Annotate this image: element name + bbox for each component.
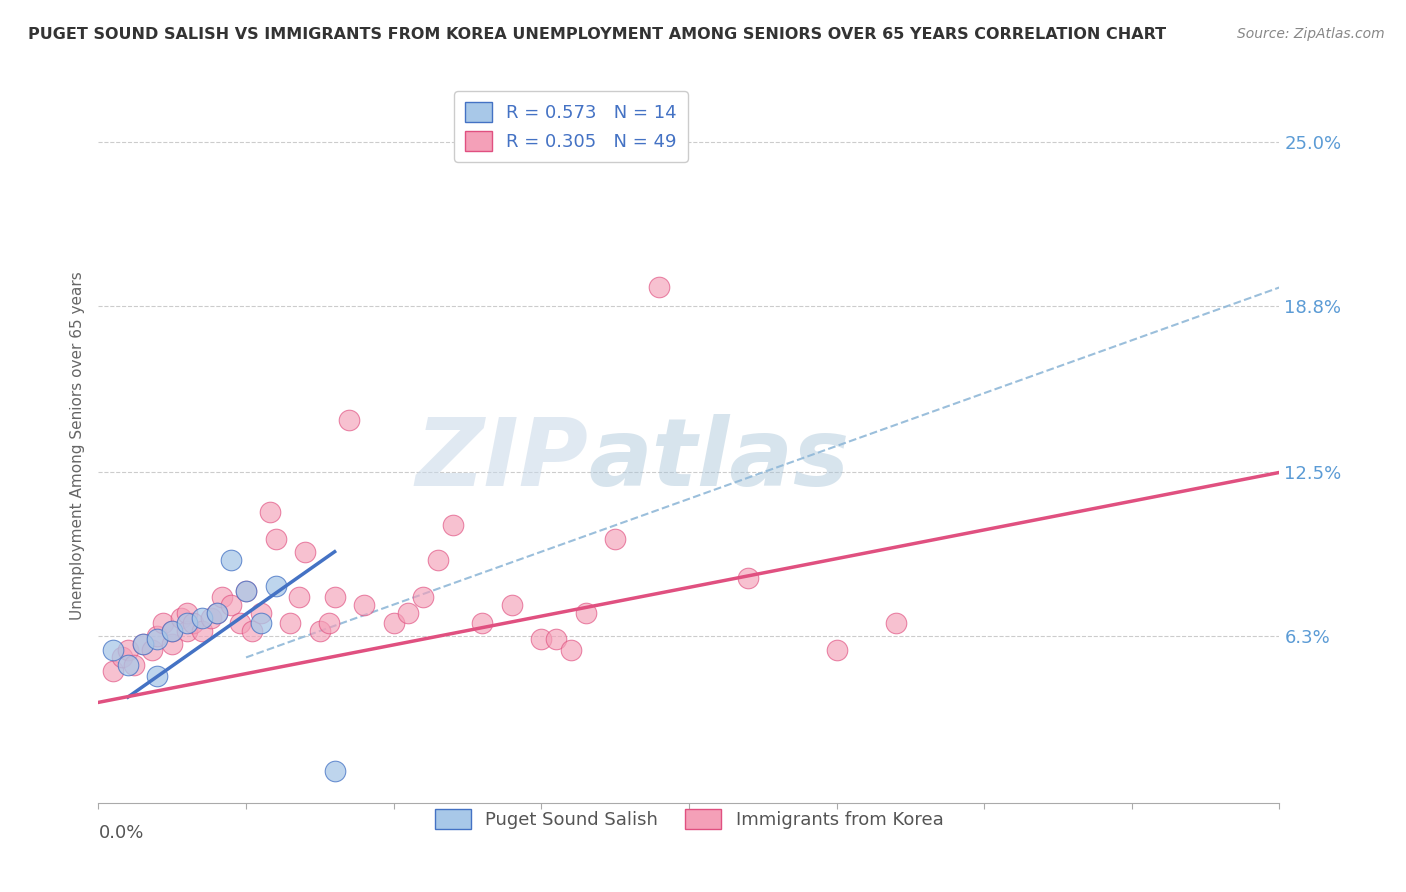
Point xyxy=(250,616,273,631)
Point xyxy=(412,590,434,604)
Point xyxy=(191,611,214,625)
Point xyxy=(825,642,848,657)
Point xyxy=(398,606,420,620)
Point xyxy=(309,624,332,638)
Text: PUGET SOUND SALISH VS IMMIGRANTS FROM KOREA UNEMPLOYMENT AMONG SENIORS OVER 65 Y: PUGET SOUND SALISH VS IMMIGRANTS FROM KO… xyxy=(28,27,1166,42)
Point xyxy=(280,616,302,631)
Point xyxy=(530,632,553,646)
Legend: Puget Sound Salish, Immigrants from Korea: Puget Sound Salish, Immigrants from Kore… xyxy=(427,802,950,837)
Point xyxy=(141,642,163,657)
Point xyxy=(146,632,169,646)
Point xyxy=(176,624,198,638)
Point xyxy=(427,552,450,566)
Point xyxy=(152,616,174,631)
Point xyxy=(471,616,494,631)
Point xyxy=(737,571,759,585)
Point xyxy=(240,624,263,638)
Point xyxy=(382,616,405,631)
Point xyxy=(162,637,183,651)
Point xyxy=(259,505,281,519)
Point xyxy=(235,584,257,599)
Y-axis label: Unemployment Among Seniors over 65 years: Unemployment Among Seniors over 65 years xyxy=(69,272,84,620)
Point xyxy=(117,642,139,657)
Point xyxy=(353,598,375,612)
Point xyxy=(117,658,139,673)
Point xyxy=(884,616,907,631)
Point xyxy=(501,598,523,612)
Point xyxy=(250,606,273,620)
Point xyxy=(170,611,193,625)
Text: 0.0%: 0.0% xyxy=(98,824,143,842)
Point xyxy=(162,624,183,638)
Point xyxy=(132,637,155,651)
Point xyxy=(181,616,204,631)
Text: Source: ZipAtlas.com: Source: ZipAtlas.com xyxy=(1237,27,1385,41)
Text: ZIP: ZIP xyxy=(416,414,589,507)
Point xyxy=(221,552,243,566)
Point xyxy=(235,584,257,599)
Text: atlas: atlas xyxy=(589,414,849,507)
Point xyxy=(648,280,671,294)
Point xyxy=(575,606,598,620)
Point xyxy=(176,606,198,620)
Point xyxy=(323,590,346,604)
Point xyxy=(264,532,287,546)
Point xyxy=(132,637,155,651)
Point xyxy=(560,642,582,657)
Point xyxy=(318,616,340,631)
Point xyxy=(294,545,316,559)
Point xyxy=(122,658,145,673)
Point xyxy=(205,606,228,620)
Point xyxy=(200,611,222,625)
Point xyxy=(546,632,568,646)
Point xyxy=(176,616,198,631)
Point xyxy=(103,642,125,657)
Point xyxy=(441,518,464,533)
Point xyxy=(146,629,169,643)
Point xyxy=(211,590,233,604)
Point xyxy=(111,650,134,665)
Point xyxy=(229,616,252,631)
Point xyxy=(191,624,214,638)
Point xyxy=(146,669,169,683)
Point xyxy=(205,606,228,620)
Point xyxy=(323,764,346,778)
Point xyxy=(162,624,183,638)
Point xyxy=(221,598,243,612)
Point xyxy=(605,532,627,546)
Point xyxy=(339,412,361,426)
Point xyxy=(288,590,311,604)
Point xyxy=(264,579,287,593)
Point xyxy=(103,664,125,678)
